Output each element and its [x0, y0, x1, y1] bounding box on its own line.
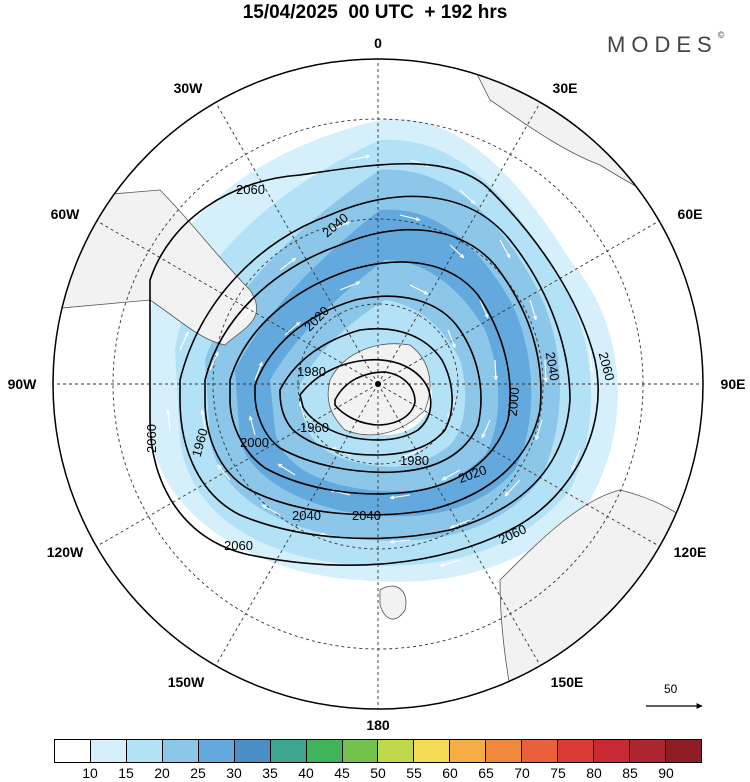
- color-scale-swatch: [198, 740, 235, 762]
- color-scale-swatch: [55, 740, 91, 762]
- contour-label: 2060: [596, 350, 618, 382]
- color-scale-swatch: [342, 740, 379, 762]
- lon-label-120e: 120E: [674, 544, 707, 560]
- reference-vector-value: 50: [664, 682, 678, 696]
- color-scale-tick-label: 15: [118, 765, 134, 781]
- color-scale-swatch: [270, 740, 307, 762]
- color-scale-tick-label: 20: [154, 765, 170, 781]
- color-scale-tick-label: 90: [658, 765, 674, 781]
- color-scale-swatch: [486, 740, 523, 762]
- lon-label-150e: 150E: [551, 674, 584, 690]
- contour-label: 2000: [240, 435, 269, 450]
- color-scale-tick-label: 50: [370, 765, 386, 781]
- lon-label-0: 0: [374, 35, 382, 51]
- contour-label: 2040: [352, 508, 381, 523]
- polar-map: 2060 2040 2020 1980 2000 1960 1980 2040 …: [8, 35, 746, 733]
- color-scale-tick-label: 70: [514, 765, 530, 781]
- color-scale-tick-label: 25: [190, 765, 206, 781]
- contour-label: 2040: [292, 508, 321, 523]
- lon-label-120w: 120W: [47, 544, 84, 560]
- color-scale-swatch: [306, 740, 343, 762]
- lon-label-60w: 60W: [51, 206, 81, 222]
- color-scale-tick-label: 75: [550, 765, 566, 781]
- lon-label-90w: 90W: [8, 376, 38, 392]
- color-scale-tick-label: 85: [622, 765, 638, 781]
- contour-label: 1980: [297, 364, 326, 379]
- map-boundary: [52, 58, 704, 710]
- color-scale-tick-label: 45: [334, 765, 350, 781]
- color-scale-swatch: [522, 740, 559, 762]
- land-south-america: [53, 189, 257, 346]
- lon-label-30w: 30W: [174, 80, 204, 96]
- reference-vector-arrow: [646, 703, 703, 709]
- lon-label-150w: 150W: [168, 674, 205, 690]
- contour-label: 1960: [189, 427, 211, 459]
- south-pole-marker: [375, 381, 381, 387]
- color-scale-swatch: [378, 740, 415, 762]
- brand-logo: MODES©: [607, 30, 725, 58]
- copyright-mark: ©: [717, 30, 725, 40]
- lon-label-90e: 90E: [721, 376, 746, 392]
- color-scale-tick-label: 60: [442, 765, 458, 781]
- graticule: [53, 59, 703, 709]
- color-scale-bar: [54, 739, 702, 763]
- color-scale-swatch: [162, 740, 199, 762]
- land-new-zealand: [379, 585, 407, 620]
- color-scale-swatch: [630, 740, 666, 762]
- color-scale-tick-label: 65: [478, 765, 494, 781]
- contour-label: 1960: [300, 420, 329, 435]
- brand-name: MODES: [607, 32, 718, 57]
- color-scale-ticks: 10 15 20 25 30 35 40 45 50 55 60 65 70 75 80 85 90: [54, 765, 702, 782]
- color-scale-swatch: [665, 740, 701, 762]
- color-scale-swatch: [558, 740, 595, 762]
- map-title: 15/04/2025 00 UTC + 192 hrs: [242, 2, 508, 23]
- color-scale-swatch: [234, 740, 271, 762]
- color-scale-swatch: [90, 740, 127, 762]
- color-scale-tick-label: 80: [586, 765, 602, 781]
- contour-label: 1980: [400, 453, 429, 468]
- color-scale-tick-label: 35: [262, 765, 278, 781]
- contour-label: 2060: [144, 424, 159, 453]
- color-scale-tick-label: 40: [298, 765, 314, 781]
- color-scale-swatch: [414, 740, 451, 762]
- color-scale-swatch: [594, 740, 630, 762]
- lon-label-180: 180: [366, 717, 390, 733]
- color-scale-tick-label: 10: [82, 765, 98, 781]
- lon-label-60e: 60E: [678, 206, 703, 222]
- contour-label: 2060: [224, 538, 253, 553]
- color-scale-swatch: [126, 740, 163, 762]
- color-scale-swatch: [450, 740, 487, 762]
- color-scale-tick-label: 30: [226, 765, 242, 781]
- contour-label: 2040: [543, 351, 563, 382]
- color-scale-tick-label: 55: [406, 765, 422, 781]
- contour-label: 2000: [505, 387, 522, 417]
- contour-label: 2060: [236, 182, 265, 197]
- contour-labels: 2060 2040 2020 1980 2000 1960 1980 2040 …: [144, 182, 618, 553]
- geopotential-contours: [149, 163, 599, 566]
- longitude-labels: 0 30E 60E 90E 120E 150E 180 150W 120W 90…: [8, 35, 746, 733]
- lon-label-30e: 30E: [553, 80, 578, 96]
